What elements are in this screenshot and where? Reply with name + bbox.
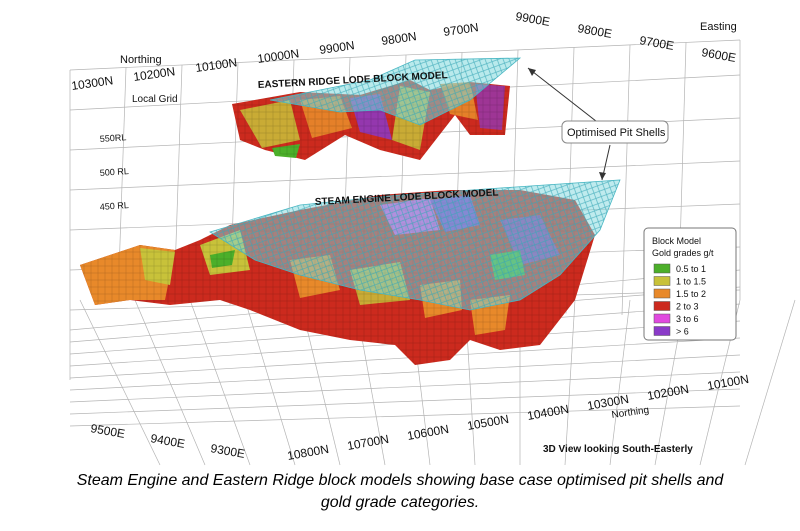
legend-title-line2: Gold grades g/t	[652, 248, 714, 258]
northing-top-tick: 10200N	[132, 64, 176, 84]
legend-item-label: 2 to 3	[676, 302, 699, 312]
local-grid-label: Local Grid	[132, 94, 178, 105]
figure-caption: Steam Engine and Eastern Ridge block mod…	[0, 470, 800, 514]
northing-top-ticks: 10300N 10200N 10100N 10000N 9900N 9800N 9700N	[70, 20, 479, 93]
northing-top-tick: 9800N	[380, 29, 417, 48]
easting-bottom-tick: 9500E	[89, 421, 126, 441]
northing-bottom-tick: 10400N	[526, 402, 570, 423]
easting-top-axis-title: Easting	[700, 21, 737, 33]
easting-bottom-ticks: 9500E 9400E 9300E	[89, 421, 246, 461]
legend-swatch	[653, 288, 671, 299]
block-model-figure: Northing 10300N 10200N 10100N 10000N 9900N 98…	[69, 9, 796, 466]
grade-legend: Block Model Gold grades g/t 0.5 to 1 1 to…	[643, 227, 737, 341]
legend-item-label: 0.5 to 1	[676, 264, 706, 274]
rl-elevation-ticks: 550RL 500 RL 450 RL	[99, 132, 129, 212]
northing-top-tick: 9900N	[318, 38, 355, 57]
rl-tick: 450 RL	[99, 200, 129, 212]
legend-swatch	[653, 301, 671, 311]
legend-swatch	[653, 313, 671, 324]
pit-shells-callout: Optimised Pit Shells	[527, 67, 669, 181]
northing-top-tick: 10000N	[256, 46, 300, 66]
easting-top-tick: 9700E	[638, 33, 675, 53]
eastern-ridge-block-model	[232, 57, 522, 160]
legend-item-label: 1 to 1.5	[676, 277, 706, 287]
northing-bottom-tick: 10800N	[286, 442, 330, 463]
northing-bottom-tick: 10200N	[646, 382, 690, 403]
easting-top-tick: 9600E	[700, 45, 737, 65]
rl-tick: 500 RL	[99, 166, 129, 178]
easting-top-tick: 9800E	[576, 21, 613, 41]
pit-shells-label: Optimised Pit Shells	[567, 127, 666, 139]
easting-bottom-tick: 9300E	[209, 441, 246, 461]
legend-item-label: > 6	[676, 327, 689, 337]
caption-line-1: Steam Engine and Eastern Ridge block mod…	[76, 472, 724, 489]
steam-engine-block-model	[80, 179, 621, 365]
northing-bottom-axis-title: Northing	[611, 405, 650, 421]
caption-line-2: gold grade categories.	[320, 494, 480, 511]
northing-bottom-tick: 10600N	[406, 422, 450, 443]
view-direction-label: 3D View looking South-Easterly	[543, 444, 693, 455]
legend-swatch	[653, 276, 671, 286]
easting-bottom-tick: 9400E	[149, 431, 186, 451]
northing-top-axis-title: Northing	[120, 54, 162, 66]
easting-top-tick: 9900E	[514, 9, 551, 29]
northing-bottom-tick: 10700N	[346, 432, 390, 453]
legend-item-label: 3 to 6	[676, 314, 699, 324]
easting-top-ticks: 9900E 9800E 9700E 9600E	[514, 9, 737, 65]
legend-swatch	[653, 263, 671, 274]
northing-top-tick: 10100N	[194, 55, 238, 75]
legend-item-label: 1.5 to 2	[676, 289, 706, 299]
legend-title-line1: Block Model	[652, 236, 701, 246]
northing-top-tick: 9700N	[442, 20, 479, 39]
rl-tick: 550RL	[99, 132, 126, 144]
legend-swatch	[653, 326, 671, 336]
northing-top-tick: 10300N	[70, 73, 114, 93]
northing-bottom-tick: 10500N	[466, 412, 510, 433]
